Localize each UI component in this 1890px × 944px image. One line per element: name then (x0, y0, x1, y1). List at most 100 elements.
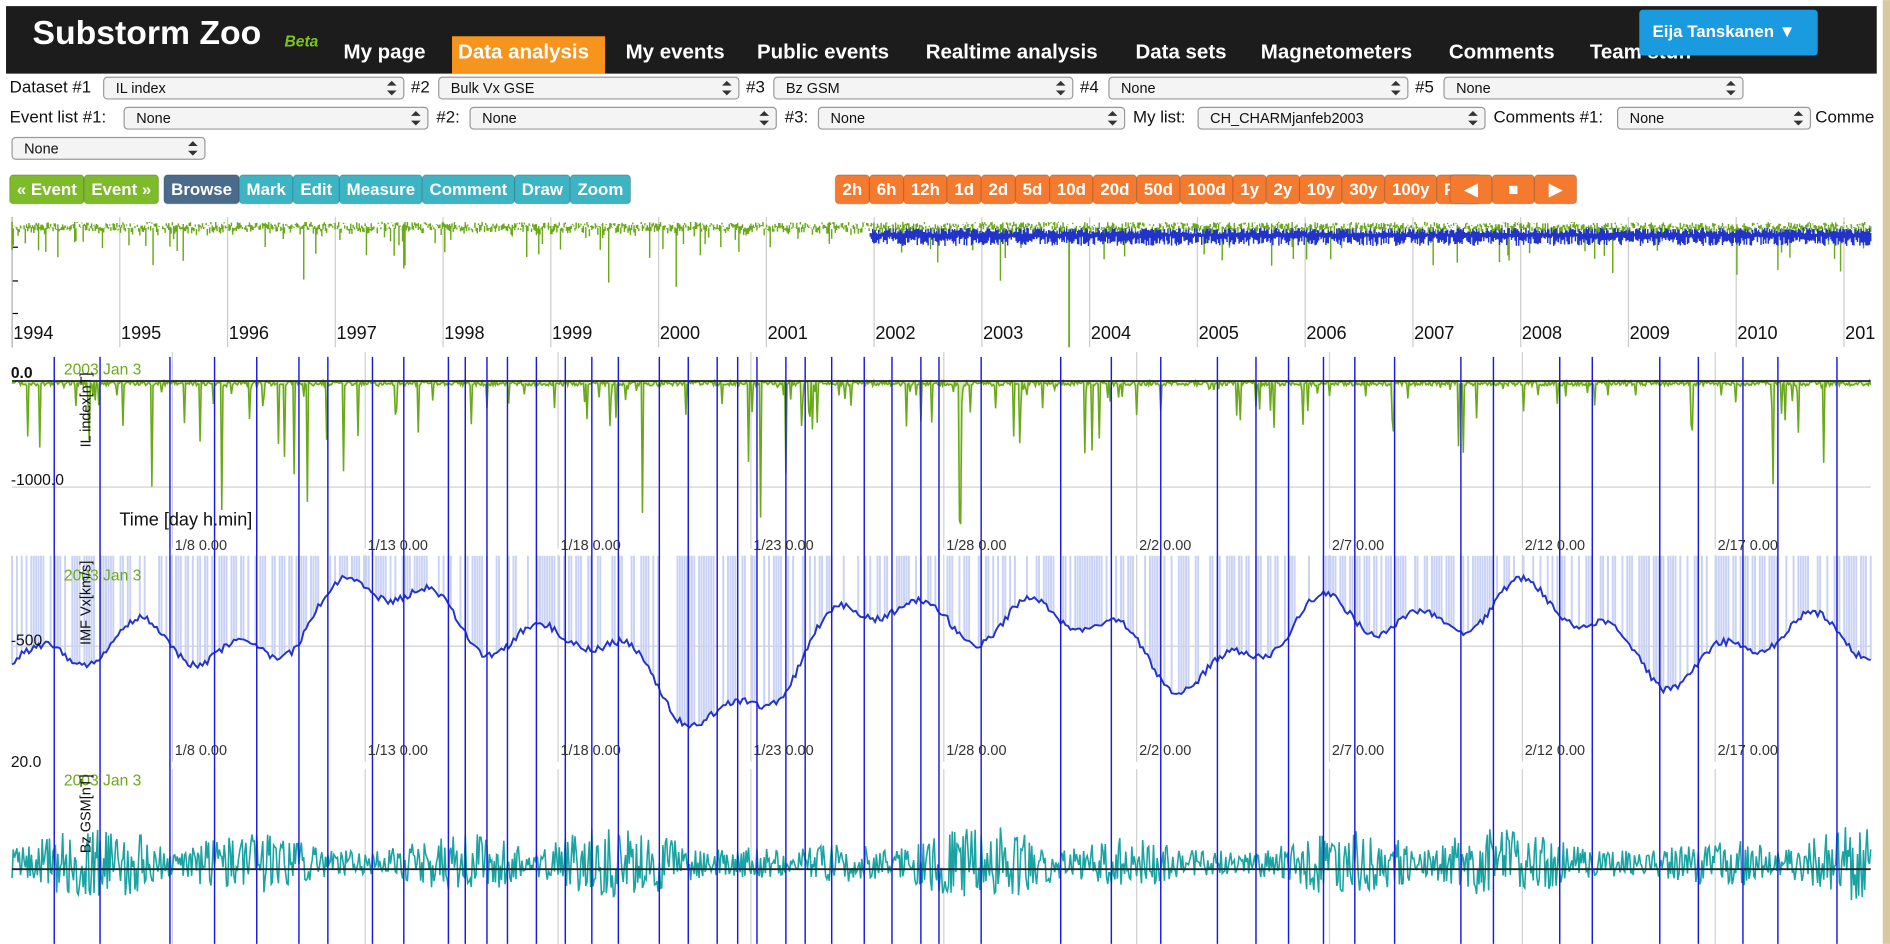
nav-item[interactable]: Data sets (1135, 41, 1226, 64)
range-button[interactable]: 6h (877, 180, 897, 199)
tool-button-bg[interactable] (338, 174, 423, 205)
select-value[interactable]: CH_CHARMjanfeb2003 (1210, 111, 1363, 127)
tool-button[interactable]: Comment (430, 180, 508, 199)
range-button[interactable]: 10y (1307, 180, 1336, 199)
select-arrows (722, 80, 732, 96)
select-box[interactable] (817, 106, 1126, 130)
select-box[interactable] (1616, 106, 1812, 130)
select-value[interactable]: None (1456, 81, 1491, 97)
range-button[interactable]: 20d (1100, 180, 1129, 199)
user-button[interactable]: Eija Tanskanen ▼ (1653, 22, 1796, 41)
range-button[interactable]: 12h (911, 180, 940, 199)
year-label: 2001 (768, 323, 808, 343)
select-box[interactable] (103, 76, 405, 100)
playback-button[interactable]: ▶ (1548, 180, 1563, 199)
range-button[interactable]: 2d (989, 180, 1009, 199)
range-button[interactable]: 1y (1240, 180, 1259, 199)
date-label: 1/23 0.00 (753, 743, 813, 759)
range-button[interactable]: 2y (1274, 180, 1293, 199)
select-arrows (188, 141, 198, 156)
select-arrows (1055, 80, 1066, 96)
tool-button[interactable]: Edit (300, 180, 332, 199)
select-box[interactable] (123, 106, 429, 130)
playback-button[interactable]: ■ (1508, 180, 1518, 199)
tool-button[interactable]: Mark (247, 180, 287, 199)
date-label: 1/28 0.00 (946, 538, 1006, 554)
year-label: 1995 (121, 323, 161, 343)
range-button-bg[interactable] (980, 174, 1017, 205)
date-label: 1/23 0.00 (753, 538, 813, 554)
select-arrows (386, 80, 397, 96)
playback-button-bg[interactable] (1533, 174, 1578, 205)
nav-item[interactable]: Data analysis (458, 41, 589, 64)
tool-button[interactable]: Draw (522, 180, 564, 199)
panel-date: 2003 Jan 3 (64, 361, 142, 378)
date-label: 1/28 0.00 (946, 743, 1006, 759)
event-nav-button[interactable]: « Event (17, 180, 77, 199)
nav-item[interactable]: Public events (757, 41, 889, 64)
date-label: 1/18 0.00 (560, 743, 620, 759)
date-label: 2/2 0.00 (1139, 743, 1191, 759)
nav-item[interactable]: Magnetometers (1261, 41, 1412, 64)
range-button[interactable]: 100d (1187, 180, 1225, 199)
range-button[interactable]: 2h (843, 180, 863, 199)
range-button-bg[interactable] (868, 174, 905, 205)
select-label: #3: (785, 108, 808, 127)
range-button[interactable]: 10d (1057, 180, 1086, 199)
range-button-bg[interactable] (1092, 174, 1138, 205)
nav-item[interactable]: Comments (1449, 41, 1555, 64)
range-button[interactable]: 100y (1392, 180, 1430, 199)
beta-badge: Beta (284, 33, 318, 50)
year-label: 2002 (875, 323, 915, 343)
range-button-bg[interactable] (1384, 174, 1438, 205)
select-box[interactable] (1197, 106, 1486, 130)
y-tick-label: -500 (11, 632, 43, 649)
range-button[interactable]: 5d (1023, 180, 1043, 199)
tool-button[interactable]: Browse (171, 180, 232, 199)
select-value[interactable]: Bulk Vx GSE (451, 81, 535, 97)
select-label: #5 (1415, 78, 1434, 97)
select-value[interactable]: None (136, 111, 171, 127)
select-value[interactable]: None (1121, 81, 1156, 97)
select-box[interactable] (11, 136, 206, 160)
select-value[interactable]: Bz GSM (786, 81, 840, 97)
nav-item[interactable]: Realtime analysis (926, 41, 1098, 64)
select-value[interactable]: None (24, 141, 59, 157)
select-box[interactable] (773, 76, 1074, 100)
year-label: 1998 (444, 323, 484, 343)
date-label: 2/12 0.00 (1525, 743, 1585, 759)
range-button[interactable]: 50d (1144, 180, 1173, 199)
playback-button[interactable]: ◀ (1464, 180, 1479, 199)
select-value[interactable]: IL index (116, 81, 167, 97)
event-nav-button[interactable]: Event » (91, 180, 151, 199)
site-title[interactable]: Substorm Zoo (33, 14, 262, 52)
select-value[interactable]: None (830, 111, 865, 127)
year-label: 2003 (983, 323, 1023, 343)
nav-item[interactable]: My events (626, 41, 725, 64)
select-label: #3 (746, 78, 765, 97)
year-label: 201 (1845, 323, 1875, 343)
user-button-bg[interactable] (1639, 9, 1818, 56)
y-tick-label: 0.0 (11, 365, 33, 382)
select-box[interactable] (438, 76, 740, 100)
range-button-bg[interactable] (1265, 174, 1301, 205)
select-arrows (1793, 110, 1804, 126)
select-value[interactable]: None (482, 111, 517, 127)
event-nav-button-bg[interactable] (83, 174, 160, 205)
nav-item[interactable]: My page (344, 41, 426, 64)
vx-fill-stripes (11, 555, 1872, 728)
select-label: Comme (1815, 108, 1874, 127)
select-box[interactable] (1443, 76, 1744, 100)
range-button[interactable]: 1d (954, 180, 974, 199)
select-arrows (1726, 80, 1736, 96)
tool-button[interactable]: Measure (347, 180, 415, 199)
nav-active-bg (452, 36, 606, 74)
select-box[interactable] (469, 106, 777, 130)
date-label: 2/7 0.00 (1332, 538, 1384, 554)
tool-button-bg[interactable] (569, 174, 632, 205)
select-value[interactable]: None (1630, 111, 1665, 127)
select-box[interactable] (1108, 76, 1409, 100)
range-button[interactable]: 30y (1349, 180, 1378, 199)
tool-button[interactable]: Zoom (577, 180, 623, 199)
